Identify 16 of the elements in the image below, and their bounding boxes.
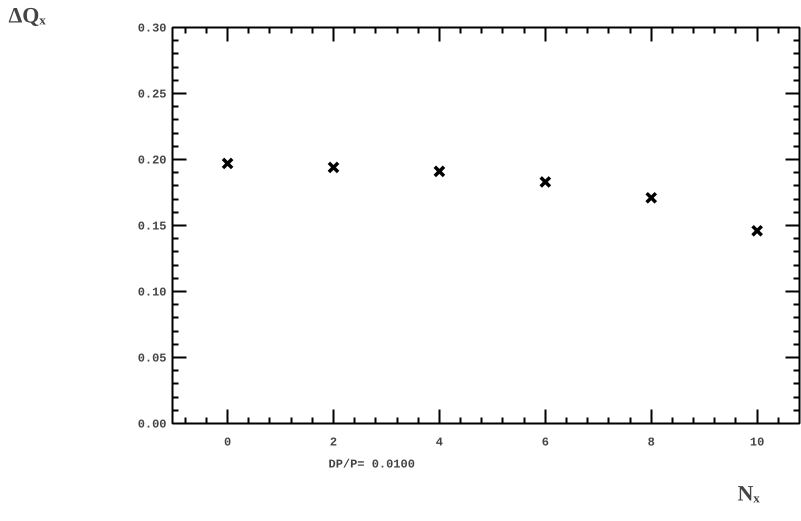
x-axis-title: Nₓ	[738, 480, 760, 506]
y-tick-label: 0.00	[138, 418, 167, 432]
y-tick-label: 0.15	[138, 220, 167, 234]
y-tick-label: 0.05	[138, 352, 167, 366]
y-tick-label: 0.20	[138, 154, 167, 168]
y-tick-label: 0.30	[138, 22, 167, 36]
x-tick-label: 0	[224, 436, 232, 450]
text: DP/P= 0.0100	[328, 458, 415, 472]
y-tick-label: 0.25	[138, 88, 167, 102]
x-tick-label: 6	[542, 436, 549, 450]
x-tick-label: 8	[648, 436, 655, 450]
y-axis-title: ΔQₓ	[8, 2, 46, 28]
x-tick-label: 10	[750, 436, 764, 450]
x-tick-label: 2	[330, 436, 338, 450]
x-tick-label: 4	[436, 436, 443, 450]
y-tick-label: 0.10	[138, 286, 167, 300]
